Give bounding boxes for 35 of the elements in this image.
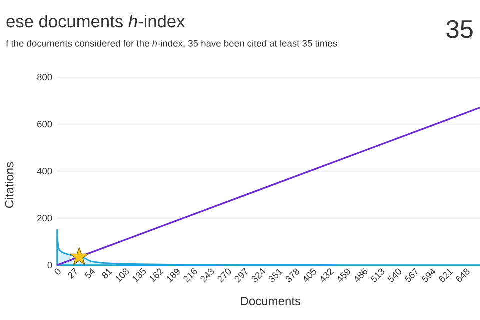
x-tick-label: 270 — [218, 268, 232, 283]
x-tick-label: 216 — [184, 268, 198, 283]
x-tick-label: 648 — [456, 268, 470, 282]
x-tick-label: 27 — [68, 268, 78, 280]
text: 35 — [446, 20, 473, 38]
y-tick-label: 800 — [37, 74, 52, 81]
x-tick-label: 54 — [84, 268, 96, 279]
chart-subtitle: f the documents considered for the h-index, 35 have been cited at least 35 times — [6, 40, 338, 48]
x-tick-label: 81 — [102, 269, 113, 279]
x-tick-label: 135 — [132, 268, 146, 283]
x-tick-label: 351 — [268, 269, 284, 282]
x-tick-label: 540 — [388, 268, 402, 282]
x-tick-label: 432 — [321, 268, 334, 282]
x-tick-label: 621 — [439, 269, 454, 282]
x-tick-label: 405 — [304, 268, 316, 282]
y-tick-label: 0 — [48, 262, 52, 269]
x-tick-label: 594 — [422, 268, 436, 282]
x-tick-label: 297 — [234, 268, 248, 283]
y-tick-label: 400 — [37, 168, 52, 175]
x-tick-label: 162 — [150, 268, 164, 283]
x-tick-label: 108 — [116, 268, 130, 283]
y-tick-label: 200 — [38, 215, 52, 222]
x-tick-label: 513 — [370, 268, 385, 282]
x-tick-label: 378 — [286, 268, 300, 282]
chart-title: ese documents h-index — [6, 14, 186, 28]
x-axis-title: Documents — [241, 297, 301, 306]
x-tick-label: 324 — [252, 268, 266, 282]
x-tick-label: 189 — [166, 268, 180, 283]
x-tick-label: 0 — [54, 268, 61, 275]
x-tick-label: 486 — [355, 268, 368, 282]
x-tick-label: 459 — [338, 268, 350, 282]
y-axis-title: Citations — [4, 162, 14, 208]
x-tick-label: 243 — [200, 268, 214, 283]
y-tick-label: 600 — [38, 121, 52, 128]
x-tick-label: 567 — [404, 268, 418, 282]
